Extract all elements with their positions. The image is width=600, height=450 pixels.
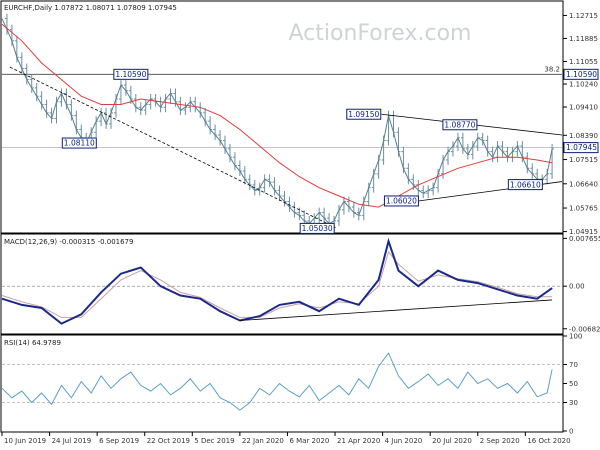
price-layer: 1.12715 1.11885 1.11055 1.10240 1.09410 1.083… [1, 12, 599, 236]
watermark: ActionForex.com [289, 21, 472, 46]
rsi-layer: 100 70 50 30 0 [1, 333, 582, 436]
level-tag-box [563, 68, 599, 80]
x-tick-label: 5 Dec 2019 [194, 437, 234, 445]
rsi-tick-label: 0 [569, 428, 573, 436]
price-annotation-box [383, 195, 419, 207]
price-tick-label: 1.08390 [569, 132, 598, 140]
rsi-line [1, 352, 553, 411]
price-chart-title: EURCHF,Daily 1.07872 1.08071 1.07809 1.0… [4, 4, 177, 12]
x-axis: 10 Jun 2019 24 Jul 2019 6 Sep 2019 22 Oct 2… [1, 432, 571, 445]
price-tick-label: 1.05765 [569, 205, 598, 213]
x-tick-label: 21 Apr 2020 [337, 437, 380, 445]
macd-tick-label: 0.007655 [569, 235, 600, 243]
macd-tick-label: -0.006822 [569, 325, 600, 333]
x-tick-label: 10 Jun 2019 [4, 437, 46, 445]
price-tick-label: 1.11055 [569, 58, 598, 66]
fib-label: 38.2 [544, 65, 560, 73]
macd-tick-label: 0.00 [569, 283, 585, 291]
price-annotation-box [113, 68, 149, 80]
rsi-tick-label: 50 [569, 380, 578, 388]
x-tick-label: 6 Sep 2019 [99, 437, 139, 445]
price-annotation-box [61, 137, 97, 149]
macd-title: MACD(12,26,9) -0.000315 -0.001679 [4, 238, 133, 246]
price-annotation-box [299, 222, 335, 234]
price-annotation-label: 1.08110 [64, 139, 95, 148]
price-annotation-label: 1.09150 [348, 110, 379, 119]
price-pane-frame [0, 0, 564, 234]
price-annotation-box [507, 179, 543, 191]
rsi-title: RSI(14) 64.9789 [4, 339, 61, 347]
rsi-tick-label: 70 [569, 361, 578, 369]
price-tick-label: 1.04915 [569, 228, 598, 236]
x-tick-label: 6 Mar 2020 [289, 437, 329, 445]
price-annotation-label: 1.08770 [444, 120, 475, 129]
x-tick-label: 22 Oct 2019 [147, 437, 190, 445]
rsi-tick-label: 30 [569, 399, 578, 407]
x-tick-label: 4 Jun 2020 [385, 437, 423, 445]
current-price-label: 1.07945 [566, 143, 597, 152]
x-tick-label: 2 Sep 2020 [480, 437, 520, 445]
x-tick-label: 22 Jan 2020 [242, 437, 284, 445]
price-annotation-box [346, 108, 382, 120]
price-annotation-box [442, 119, 478, 131]
price-annotation-label: 1.05030 [302, 224, 333, 233]
moving-average-line [1, 23, 553, 208]
macd-pane-frame [0, 233, 564, 335]
price-annotation-label: 1.06610 [510, 180, 541, 189]
price-line [1, 18, 553, 225]
price-tick-label: 1.06640 [569, 180, 598, 188]
x-tick-label: 16 Oct 2020 [527, 437, 570, 445]
price-annotation-label: 1.06020 [386, 197, 417, 206]
current-price-tag [563, 142, 599, 154]
x-tick-label: 20 Jul 2020 [432, 437, 472, 445]
price-tick-label: 1.09410 [569, 104, 598, 112]
macd-trend-line [239, 299, 553, 321]
rsi-tick-label: 100 [569, 333, 582, 341]
macd-line [1, 237, 553, 325]
macd-signal-line [1, 250, 553, 318]
price-tick-label: 1.07515 [569, 156, 598, 164]
price-annotation-label: 1.10590 [115, 70, 146, 79]
macd-layer: 0.007655 0.00 -0.006822 [1, 235, 600, 333]
price-tick-label: 1.10240 [569, 81, 598, 89]
level-tag-label: 1.10590 [566, 70, 597, 79]
price-tick-label: 1.11885 [569, 35, 598, 43]
trend-line [9, 66, 338, 229]
price-tick-label: 1.12715 [569, 12, 598, 20]
x-tick-label: 24 Jul 2019 [52, 437, 92, 445]
